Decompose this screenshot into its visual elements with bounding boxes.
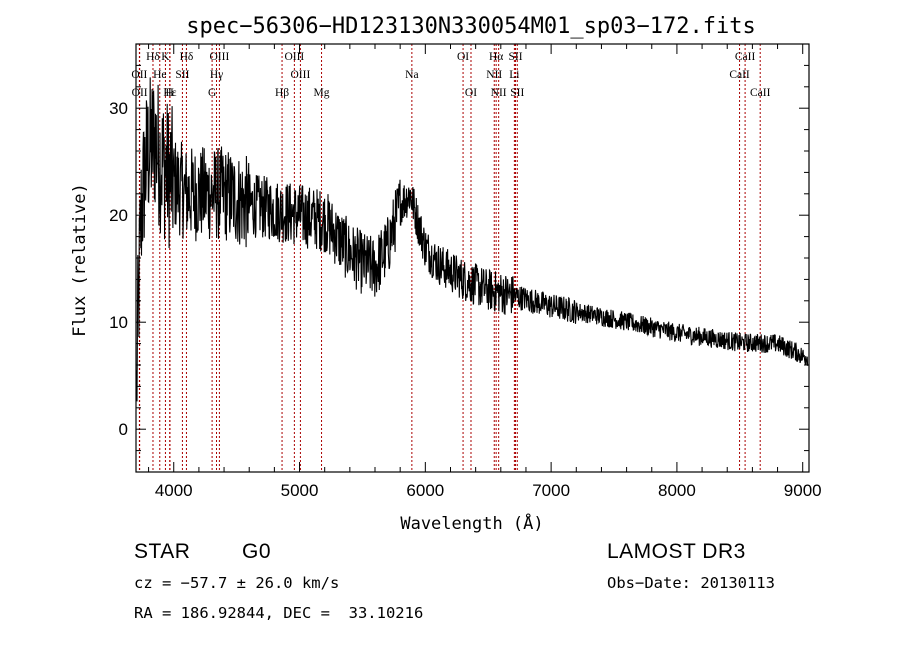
spectrum-line [136,77,809,402]
spectral-line-label: Hγ [210,69,223,81]
spectral-line-label: OIII [210,51,230,63]
spectral-line-markers [138,44,761,472]
object-class: STAR [134,540,191,563]
spectral-line-label: OII [131,69,147,81]
y-tick-label: 10 [109,313,128,332]
y-axis-label: Flux (relative) [70,183,90,337]
chart-title: spec−56306−HD123130N330054M01_sp03−172.f… [186,14,756,39]
spectral-line-label: Hβ [275,87,289,99]
object-subclass: G0 [242,540,272,563]
spectral-line-label: G [208,87,216,99]
redshift-velocity: cz = −57.7 ± 26.0 km/s [134,574,340,592]
spectral-line-label: SII [510,87,524,99]
spectral-line-label: OIII [291,69,311,81]
spectral-line-label: OI [465,87,477,99]
x-axis-ticks: 4000 5000 6000 7000 8000 9000 [148,44,822,500]
spectral-line-label: Hα [489,51,503,63]
spectral-line-label: NII [486,69,502,81]
spectral-line-label: H [166,87,174,99]
x-tick-label: 8000 [658,481,696,500]
x-tick-label: 5000 [281,481,319,500]
spectral-line-label: OIII [284,51,304,63]
y-tick-label: 0 [119,420,128,439]
x-tick-label: 6000 [406,481,444,500]
spectral-line-label: CaII [735,51,756,63]
spectral-line-label: CaII [729,69,750,81]
x-tick-label: 4000 [155,481,193,500]
spectral-line-label: NII [491,87,507,99]
spectral-line-label: Hδ [180,51,194,63]
x-axis-label: Wavelength (Å) [400,512,543,534]
x-tick-label: 9000 [784,481,822,500]
y-axis-ticks: 0 10 20 30 [109,64,809,452]
spectral-line-label: CaII [750,87,771,99]
survey-name: LAMOST DR3 [607,540,746,563]
spectral-line-label: OII [132,87,148,99]
spectrum-chart: spec−56306−HD123130N330054M01_sp03−172.f… [70,14,822,534]
spectral-line-label: Hδ [146,51,160,63]
y-tick-label: 20 [109,206,128,225]
spectral-line-label: OI [457,51,469,63]
coordinates: RA = 186.92844, DEC = 33.10216 [134,604,424,622]
observation-date: Obs−Date: 20130113 [607,574,775,592]
spectral-line-label: Hε [163,87,176,99]
spectral-line-label: He [153,69,166,81]
spectral-line-label: Li [509,69,519,81]
spectral-line-label: SII [508,51,522,63]
y-tick-label: 30 [109,99,128,118]
spectral-line-label: Mg [314,87,330,99]
x-tick-label: 7000 [532,481,570,500]
spectral-line-label: SII [175,69,189,81]
spectral-line-label: Na [405,69,418,81]
plot-frame [135,43,810,473]
spectral-line-label: K [161,51,170,63]
